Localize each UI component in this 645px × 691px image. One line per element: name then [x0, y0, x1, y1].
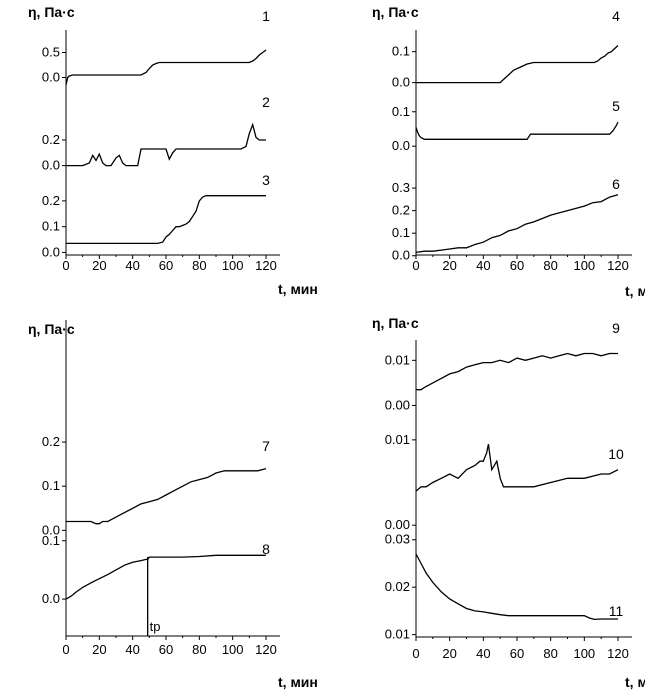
series-label: 1	[262, 8, 270, 24]
x-tick-label: 20	[442, 646, 456, 661]
series-label: 7	[262, 438, 270, 454]
x-tick-label: 80	[192, 258, 206, 273]
series-label: 4	[612, 8, 620, 24]
y-tick-label: 0.0	[42, 244, 60, 259]
y-tick-label: 0.00	[385, 397, 410, 412]
x-tick-label: 100	[222, 258, 244, 273]
y-tick-label: 0.5	[42, 45, 60, 60]
series-label: 2	[262, 94, 270, 110]
series-label: 11	[609, 603, 624, 619]
x-tick-label: 60	[159, 258, 173, 273]
y-tick-label: 0.01	[385, 627, 410, 642]
x-tick-label: 60	[510, 646, 524, 661]
y-axis-label: η, Па·с	[28, 321, 75, 337]
y-tick-label: 0.0	[42, 158, 60, 173]
x-tick-label: 80	[543, 646, 557, 661]
y-tick-label: 0.03	[385, 532, 410, 547]
chart-panel-bottom-right: η, Па·с t, мин 0 20 40 60 80 100 120 0.01 0.00 9 0.0…	[372, 315, 645, 690]
series-line-7	[66, 467, 267, 525]
y-tick-label: 0.0	[392, 138, 410, 153]
y-tick-label: 0.0	[392, 75, 410, 90]
y-tick-label: 0.1	[392, 104, 410, 119]
y-tick-label: 0.2	[42, 132, 60, 147]
x-tick-label: 80	[543, 258, 557, 273]
y-tick-label: 0.0	[42, 522, 60, 537]
series-line-6	[415, 194, 619, 254]
series-line-1	[65, 49, 267, 86]
x-tick-label: 80	[192, 642, 206, 657]
x-tick-label: 0	[62, 642, 69, 657]
y-tick-label: 0.0	[392, 248, 410, 263]
y-tick-label: 0.1	[42, 219, 60, 234]
y-tick-label: 0.01	[385, 432, 410, 447]
x-tick-label: 40	[125, 258, 139, 273]
series-line-3	[66, 195, 266, 245]
series-label: 8	[262, 541, 270, 557]
y-tick-label: 0.0	[42, 591, 60, 606]
y-axis-label: η, Па·с	[28, 4, 75, 20]
x-axis-label: t, мин	[278, 281, 318, 297]
chart-panel-top-right: η, Па·с t, мин 0 20 40 60 80 100 120 0.1 0.0 4 0.1 0.…	[372, 4, 645, 299]
y-tick-label: 0.2	[42, 193, 60, 208]
x-tick-label: 40	[476, 646, 490, 661]
y-tick-label: 0.0	[42, 70, 60, 85]
series-line-9	[416, 352, 618, 391]
x-tick-label: 20	[92, 642, 106, 657]
x-tick-label: 40	[125, 642, 139, 657]
x-tick-label: 0	[62, 258, 69, 273]
x-tick-label: 0	[412, 646, 419, 661]
y-tick-label: 0.3	[392, 180, 410, 195]
y-tick-label: 0.1	[42, 533, 60, 548]
y-tick-label: 0.1	[42, 478, 60, 493]
x-tick-label: 20	[442, 258, 456, 273]
x-tick-label: 60	[510, 258, 524, 273]
x-tick-label: 20	[92, 258, 106, 273]
x-tick-label: 120	[607, 646, 629, 661]
tp-annotation: tp	[150, 619, 161, 634]
x-tick-label: 40	[476, 258, 490, 273]
y-axis-label: η, Па·с	[372, 4, 419, 20]
y-tick-label: 0.01	[385, 352, 410, 367]
series-line-8	[65, 554, 266, 600]
series-line-10	[415, 443, 619, 492]
x-axis-label: t, мин	[625, 283, 645, 299]
series-line-4	[416, 45, 619, 84]
y-tick-label: 0.00	[385, 517, 410, 532]
x-tick-label: 120	[255, 642, 277, 657]
series-label: 10	[608, 446, 624, 462]
series-label: 9	[612, 320, 620, 336]
series-label: 3	[262, 172, 270, 188]
y-tick-label: 0.1	[392, 44, 410, 59]
x-axis-label: t, мин	[278, 674, 318, 690]
series-line-11	[415, 553, 618, 621]
y-tick-label: 0.2	[42, 434, 60, 449]
series-line-5	[415, 121, 619, 140]
x-tick-label: 100	[573, 646, 595, 661]
x-tick-label: 100	[222, 642, 244, 657]
series-line-2	[66, 122, 266, 167]
chart-panel-top-left: η, Па·с t, мин 0 20 40 60 80 100 120 0.5 0.0 1 0.2 0.…	[28, 4, 318, 297]
y-tick-label: 0.2	[392, 203, 410, 218]
y-tick-label: 0.1	[392, 225, 410, 240]
x-tick-label: 120	[607, 258, 629, 273]
x-axis-label: t, мин	[625, 674, 645, 690]
x-tick-label: 120	[255, 258, 277, 273]
x-tick-label: 0	[412, 258, 419, 273]
y-axis-label: η, Па·с	[372, 315, 419, 331]
series-label: 5	[612, 98, 620, 114]
series-label: 6	[612, 176, 620, 192]
x-tick-label: 60	[159, 642, 173, 657]
x-tick-label: 100	[573, 258, 595, 273]
y-tick-label: 0.02	[385, 579, 410, 594]
